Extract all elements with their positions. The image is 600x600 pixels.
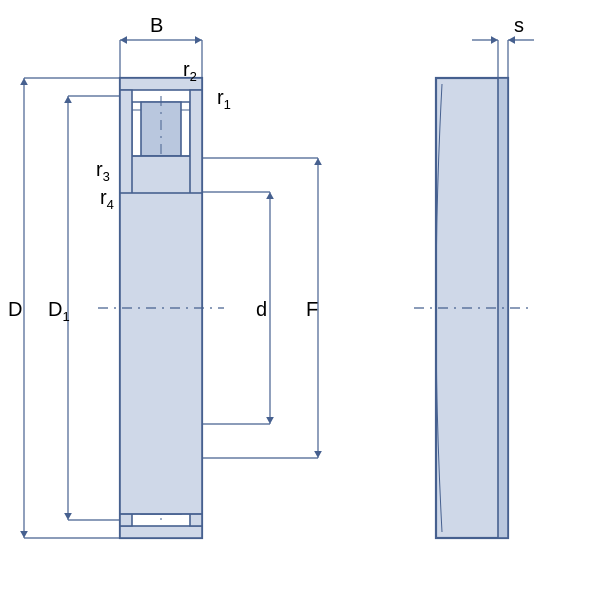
label-F: F — [306, 299, 318, 321]
label-D: D — [8, 299, 22, 321]
root: DD1dFBsr1r2r3r4 — [0, 0, 600, 600]
bearing-diagram: DD1dFBsr1r2r3r4 — [0, 0, 600, 600]
label-d: d — [256, 299, 267, 321]
label-s: s — [514, 15, 524, 37]
bg — [0, 0, 600, 600]
label-B: B — [150, 15, 163, 37]
